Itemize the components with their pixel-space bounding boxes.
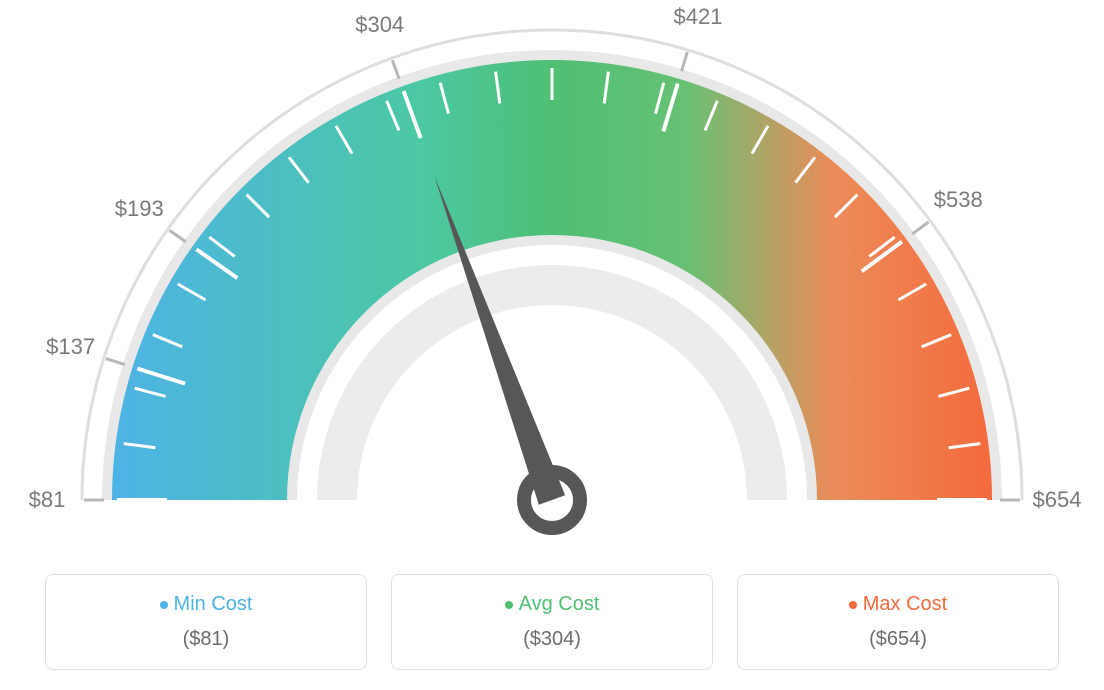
legend-value: ($654) (738, 628, 1058, 651)
legend-dot (505, 601, 513, 609)
legend-label: Avg Cost (392, 593, 712, 616)
legend-dot (849, 601, 857, 609)
legend-value: ($304) (392, 628, 712, 651)
gauge-tick-label: $538 (934, 187, 983, 213)
legend-box-max: Max Cost ($654) (737, 574, 1059, 670)
legend-dot (160, 601, 168, 609)
legend-label-text: Max Cost (863, 593, 947, 615)
gauge-svg (0, 0, 1104, 560)
legend-label-text: Avg Cost (519, 593, 600, 615)
gauge-tick-label: $137 (46, 334, 95, 360)
legend: Min Cost ($81) Avg Cost ($304) Max Cost ($654… (0, 574, 1104, 670)
gauge-area: $81 $137 $193 $304 $421 $538 $654 (0, 0, 1104, 560)
gauge-tick-label: $654 (1033, 487, 1082, 513)
gauge-tick-label: $193 (115, 196, 164, 222)
legend-box-min: Min Cost ($81) (45, 574, 367, 670)
gauge-tick-label: $81 (29, 487, 66, 513)
legend-label: Max Cost (738, 593, 1058, 616)
gauge-tick-label: $421 (674, 4, 723, 30)
cost-gauge-container: $81 $137 $193 $304 $421 $538 $654 Min Cost ($81… (0, 0, 1104, 690)
legend-value: ($81) (46, 628, 366, 651)
legend-label: Min Cost (46, 593, 366, 616)
legend-label-text: Min Cost (174, 593, 253, 615)
legend-box-avg: Avg Cost ($304) (391, 574, 713, 670)
gauge-tick-label: $304 (355, 12, 404, 38)
